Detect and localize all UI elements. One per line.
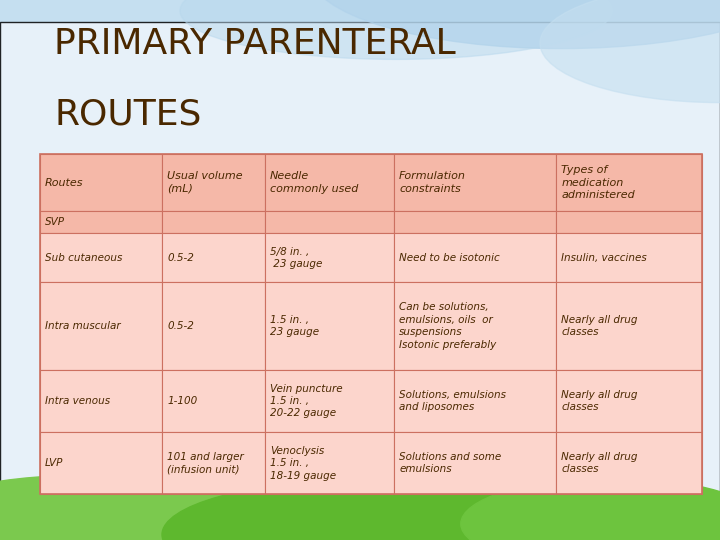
Bar: [394, 233, 557, 282]
Text: Routes: Routes: [45, 178, 83, 187]
Bar: [40, 369, 162, 433]
Text: Vein puncture
1.5 in. ,
20-22 gauge: Vein puncture 1.5 in. , 20-22 gauge: [270, 383, 343, 418]
Bar: [40, 211, 162, 233]
Ellipse shape: [540, 0, 720, 103]
Bar: [162, 433, 265, 494]
Bar: [40, 433, 162, 494]
Text: Solutions, emulsions
and liposomes: Solutions, emulsions and liposomes: [399, 390, 506, 412]
Bar: [40, 282, 162, 369]
Bar: [162, 233, 265, 282]
Text: Needle
commonly used: Needle commonly used: [270, 171, 359, 194]
Text: Nearly all drug
classes: Nearly all drug classes: [562, 452, 638, 475]
Text: 101 and larger
(infusion unit): 101 and larger (infusion unit): [167, 452, 244, 475]
Text: Intra venous: Intra venous: [45, 396, 109, 406]
FancyBboxPatch shape: [0, 22, 720, 497]
Bar: [265, 433, 394, 494]
Bar: [557, 211, 702, 233]
Bar: [557, 154, 702, 211]
Text: 5/8 in. ,
 23 gauge: 5/8 in. , 23 gauge: [270, 247, 323, 269]
Bar: [265, 282, 394, 369]
Bar: [394, 369, 557, 433]
Text: LVP: LVP: [45, 458, 63, 468]
Text: Usual volume
(mL): Usual volume (mL): [167, 171, 243, 194]
Bar: [394, 211, 557, 233]
Text: PRIMARY PARENTERAL: PRIMARY PARENTERAL: [54, 27, 456, 61]
Text: Can be solutions,
emulsions, oils  or
suspensions
Isotonic preferably: Can be solutions, emulsions, oils or sus…: [399, 302, 496, 349]
Bar: [265, 211, 394, 233]
Ellipse shape: [310, 0, 720, 49]
Text: SVP: SVP: [45, 218, 65, 227]
Bar: [394, 282, 557, 369]
Bar: [162, 369, 265, 433]
Bar: [40, 233, 162, 282]
Text: Solutions and some
emulsions: Solutions and some emulsions: [399, 452, 501, 475]
Text: Nearly all drug
classes: Nearly all drug classes: [562, 315, 638, 337]
Bar: [40, 154, 702, 494]
Ellipse shape: [0, 475, 266, 540]
Text: 0.5-2: 0.5-2: [167, 321, 194, 331]
Bar: [162, 154, 265, 211]
Text: Insulin, vaccines: Insulin, vaccines: [562, 253, 647, 263]
Bar: [557, 369, 702, 433]
Text: Intra muscular: Intra muscular: [45, 321, 120, 331]
Bar: [265, 233, 394, 282]
Bar: [265, 154, 394, 211]
Bar: [40, 154, 162, 211]
Bar: [557, 282, 702, 369]
Ellipse shape: [180, 0, 612, 59]
Bar: [394, 433, 557, 494]
Text: Venoclysis
1.5 in. ,
18-19 gauge: Venoclysis 1.5 in. , 18-19 gauge: [270, 446, 336, 481]
Bar: [265, 369, 394, 433]
Text: Types of
medication
administered: Types of medication administered: [562, 165, 635, 200]
Text: Sub cutaneous: Sub cutaneous: [45, 253, 122, 263]
Text: Need to be isotonic: Need to be isotonic: [399, 253, 500, 263]
Text: 0.5-2: 0.5-2: [167, 253, 194, 263]
Ellipse shape: [461, 478, 720, 540]
Text: ROUTES: ROUTES: [54, 97, 202, 131]
Bar: [162, 211, 265, 233]
Text: Nearly all drug
classes: Nearly all drug classes: [562, 390, 638, 412]
Text: 1.5 in. ,
23 gauge: 1.5 in. , 23 gauge: [270, 315, 319, 337]
Bar: [394, 154, 557, 211]
Text: Formulation
constraints: Formulation constraints: [399, 171, 466, 194]
Ellipse shape: [162, 481, 558, 540]
Text: 1-100: 1-100: [167, 396, 197, 406]
Bar: [557, 433, 702, 494]
Bar: [162, 282, 265, 369]
Bar: [557, 233, 702, 282]
